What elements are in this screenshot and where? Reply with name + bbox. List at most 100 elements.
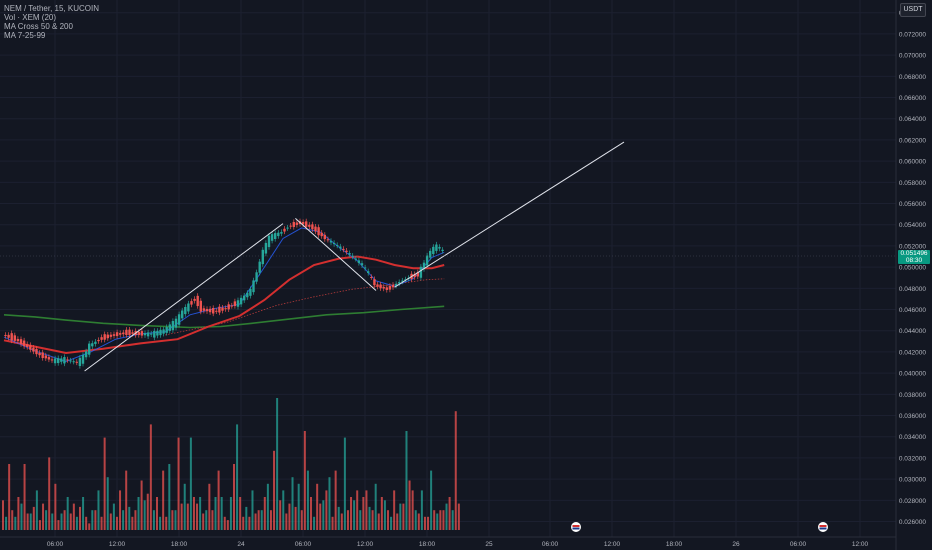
volume-bar: [202, 513, 205, 530]
candle-body: [72, 361, 75, 363]
candle-body: [66, 359, 69, 361]
candle-body: [115, 332, 119, 337]
candle-body: [326, 239, 330, 241]
trendline[interactable]: [394, 141, 625, 288]
candle-body: [187, 303, 190, 312]
volume-bar: [189, 437, 192, 530]
price-tick-label: 0.048000: [899, 286, 926, 293]
candle-body: [168, 324, 171, 331]
volume-bar: [8, 464, 11, 530]
volume-bar: [165, 516, 168, 530]
volume-bar: [2, 500, 4, 530]
volume-bar: [248, 516, 251, 530]
volume-bar: [337, 506, 340, 530]
volume-bar: [29, 513, 32, 530]
candle-body: [193, 298, 196, 301]
volume-bar: [457, 503, 460, 530]
trendline[interactable]: [84, 223, 284, 372]
candle-body: [292, 222, 295, 227]
volume-bar: [325, 490, 328, 530]
price-tick-label: 0.060000: [899, 159, 926, 166]
candle-body: [140, 331, 144, 336]
event-flags[interactable]: [571, 522, 828, 532]
candle-body: [274, 233, 277, 239]
ma-cross-indicator-label[interactable]: MA Cross 50 & 200: [4, 22, 73, 31]
price-tick-label: 0.066000: [899, 95, 926, 102]
last-price-tag: 0.051496 08:30: [898, 250, 930, 264]
candle-body: [429, 250, 432, 258]
volume-indicator-label[interactable]: Vol · XEM (20): [4, 13, 57, 22]
volume-bar: [119, 490, 122, 530]
candle-body: [150, 333, 153, 335]
candle-body: [88, 343, 91, 355]
candle-body: [398, 282, 401, 284]
volume-bar: [273, 450, 276, 530]
volume-bar: [377, 513, 380, 530]
volume-bar: [294, 506, 297, 530]
candle-body: [239, 297, 243, 305]
candle-body: [103, 334, 106, 340]
ma-indicator-label[interactable]: MA 7-25-99: [4, 31, 46, 40]
candle-body: [301, 221, 305, 225]
volume-bar: [297, 483, 300, 530]
time-tick-label: 24: [237, 541, 245, 548]
volume-bar: [445, 503, 448, 530]
volume-bar: [20, 503, 23, 530]
currency-selector[interactable]: USDT: [900, 3, 926, 17]
trendlines[interactable]: [84, 141, 625, 372]
volume-bar: [343, 437, 346, 530]
time-tick-label: 18:00: [666, 541, 683, 548]
symbol-title[interactable]: NEM / Tether, 15, KUCOIN: [4, 4, 99, 13]
flag-stripe: [572, 527, 580, 530]
flag-stripe: [819, 527, 827, 530]
candle-body: [363, 267, 367, 269]
candle-body: [351, 255, 354, 257]
grid: [0, 0, 896, 537]
volume-bar: [291, 477, 294, 530]
candle-body: [236, 300, 240, 307]
volume-bar: [319, 503, 322, 530]
volume-bar: [66, 497, 69, 530]
volume-bar: [23, 464, 26, 530]
candle-body: [416, 272, 419, 277]
volume-bars: [2, 398, 460, 530]
event-flag-icon[interactable]: [818, 522, 828, 532]
candle-body: [264, 242, 268, 254]
volume-bar: [54, 483, 57, 530]
trendline[interactable]: [295, 217, 377, 291]
candle-body: [26, 344, 29, 348]
volume-bar: [146, 493, 149, 530]
candle-body: [50, 359, 54, 361]
candle-body: [357, 260, 361, 263]
volume-bar: [454, 411, 457, 530]
candle-body: [218, 306, 221, 313]
volume-bar: [331, 516, 334, 530]
ma-fast-line: [3, 227, 445, 363]
volume-bar: [245, 506, 248, 530]
candle-body: [10, 333, 13, 341]
volume-bar: [306, 470, 309, 530]
time-axis[interactable]: 06:00 12:00 18:00 24 06:00 12:00 18:00 25 06:00 1…: [47, 541, 869, 548]
volume-bar: [45, 510, 48, 530]
volume-bar: [448, 497, 451, 530]
volume-bar: [346, 510, 349, 530]
candle-body: [258, 261, 261, 273]
volume-bar: [233, 464, 235, 530]
price-tick-label: 0.042000: [899, 349, 926, 356]
candle-body: [60, 358, 63, 362]
candle-body: [435, 244, 438, 251]
moving-averages: [3, 227, 445, 363]
time-tick-label: 26: [732, 541, 740, 548]
candle-body: [196, 295, 199, 307]
event-flag-icon[interactable]: [571, 522, 581, 532]
candle-body: [44, 355, 47, 359]
volume-bar: [214, 497, 217, 530]
volume-bar: [442, 510, 445, 530]
volume-bar: [353, 500, 356, 530]
candle-body: [7, 334, 10, 338]
volume-bar: [408, 480, 411, 530]
volume-bar: [387, 510, 389, 530]
price-axis[interactable]: 0.0740000.0720000.0700000.0680000.066000…: [899, 10, 926, 526]
volume-bar: [288, 503, 291, 530]
